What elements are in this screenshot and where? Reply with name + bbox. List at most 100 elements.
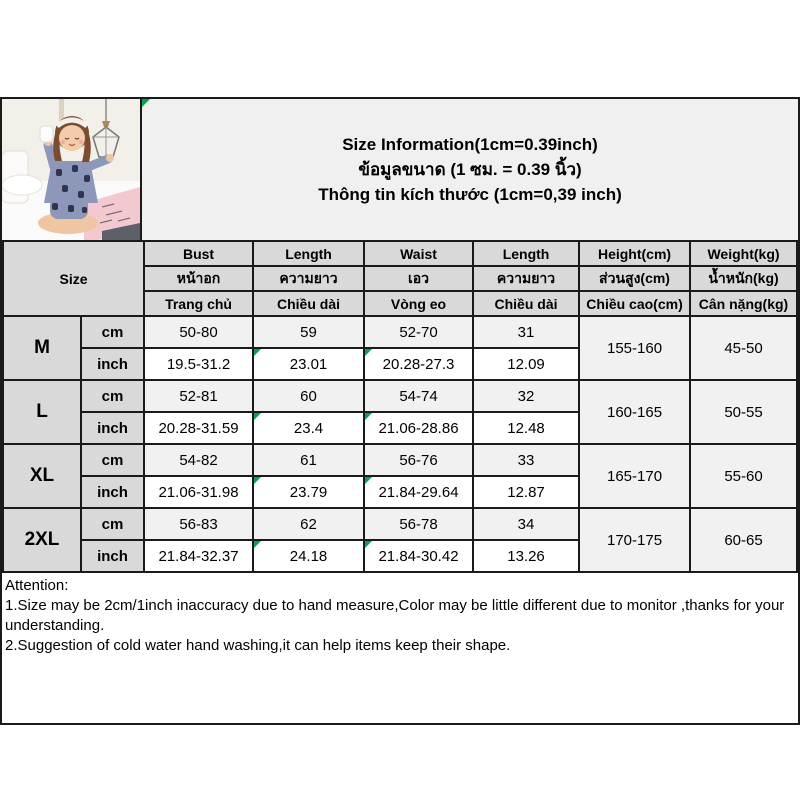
l-waist-cm: 54-74 [363,379,475,413]
2xl-weight: 60-65 [689,507,798,573]
l-length2-inch: 12.48 [472,411,581,445]
attention-line-2: 2.Suggestion of cold water hand washing,… [5,637,511,654]
l-length2-cm: 32 [472,379,581,413]
unit-inch: inch [79,475,146,509]
size-info-title: Size Information(1cm=0.39inch) ข้อมูลขนา… [142,99,798,240]
table-row: M cm 50-80 59 52-70 31 155-160 45-50 [2,315,798,381]
xl-waist-inch: 21.84-29.64 [363,475,475,509]
unit-cm: cm [79,507,146,541]
2xl-height: 170-175 [578,507,692,573]
cell-flag-icon [366,350,373,356]
m-waist-inch: 20.28-27.3 [363,347,475,381]
size-label-m: M [2,315,82,381]
title-thai: ข้อมูลขนาด (1 ซม. = 0.39 นิ้ว) [358,159,582,179]
header-length2-vi: Chiều dài [472,290,581,317]
table-row: inch 19.5-31.2 23.01 20.28-27.3 12.09 [3,347,797,381]
attention-note: Attention: 1.Size may be 2cm/1inch inacc… [2,573,798,723]
size-label-xl: XL [2,443,82,509]
product-photo [2,99,142,240]
header-bust-th: หน้าอก [143,265,255,292]
headband [55,117,89,129]
header-height-en: Height(cm) [578,240,692,267]
2xl-length-cm: 62 [252,507,366,541]
cell-flag-icon [366,478,373,484]
header-row-vietnamese: Trang chủ Chiều dài Vòng eo Chiều dài Ch… [3,290,798,317]
l-weight: 50-55 [689,379,798,445]
pillow [2,174,43,196]
unit-cm: cm [79,379,146,413]
table-row: inch 20.28-31.59 23.4 21.06-28.86 12.48 [3,411,797,445]
m-weight: 45-50 [689,315,798,381]
header-length-vi: Chiều dài [252,290,366,317]
m-height: 155-160 [578,315,692,381]
xl-height: 165-170 [578,443,692,509]
header-weight-en: Weight(kg) [689,240,798,267]
m-bust-cm: 50-80 [143,315,255,349]
header-waist-vi: Vòng eo [363,290,475,317]
top-row: Size Information(1cm=0.39inch) ข้อมูลขนา… [2,99,798,240]
xl-weight: 55-60 [689,443,798,509]
cell-flag-icon [366,414,373,420]
2xl-length-inch: 24.18 [252,539,366,573]
table-row: inch 21.06-31.98 23.79 21.84-29.64 12.87 [3,475,797,509]
table-row: XL cm 54-82 61 56-76 33 165-170 55-60 [2,443,798,509]
header-bust-en: Bust [143,240,255,267]
2xl-bust-inch: 21.84-32.37 [143,539,255,573]
product-photo-illustration [2,99,140,240]
header-row-english: Size Bust Length Waist Length Height(cm)… [1,240,798,317]
table-row: 2XL cm 56-83 62 56-78 34 170-175 60-65 [2,507,798,573]
xl-length-cm: 61 [252,443,366,477]
size-corner-label: Size [1,240,146,317]
header-weight-th: น้ำหนัก(kg) [689,265,798,292]
header-height-vi: Chiều cao(cm) [578,290,692,317]
2xl-waist-cm: 56-78 [363,507,475,541]
2xl-bust-cm: 56-83 [143,507,255,541]
l-length-inch: 23.4 [252,411,366,445]
header-height-th: ส่วนสูง(cm) [578,265,692,292]
unit-inch: inch [79,539,146,573]
m-length2-inch: 12.09 [472,347,581,381]
xl-waist-cm: 56-76 [363,443,475,477]
header-length-en: Length [252,240,366,267]
header-length2-th: ความยาว [472,265,581,292]
xl-length2-cm: 33 [472,443,581,477]
cell-flag-icon [255,478,262,484]
model-figure [38,116,114,234]
unit-inch: inch [79,347,146,381]
m-length2-cm: 31 [472,315,581,349]
size-table: Size Bust Length Waist Length Height(cm)… [1,240,798,573]
xl-bust-cm: 54-82 [143,443,255,477]
cell-flag-icon [255,350,262,356]
size-label-l: L [2,379,82,445]
m-length-inch: 23.01 [252,347,366,381]
title-vietnamese: Thông tin kích thước (1cm=0,39 inch) [318,184,622,204]
cup [39,125,54,143]
cell-flag-icon [255,414,262,420]
l-length-cm: 60 [252,379,366,413]
l-bust-cm: 52-81 [143,379,255,413]
xl-length-inch: 23.79 [252,475,366,509]
header-bust-vi: Trang chủ [143,290,255,317]
size-label-2xl: 2XL [2,507,82,573]
header-weight-vi: Cân nặng(kg) [689,290,798,317]
cell-flag-icon [255,542,262,548]
unit-cm: cm [79,443,146,477]
2xl-length2-cm: 34 [472,507,581,541]
m-bust-inch: 19.5-31.2 [143,347,255,381]
header-waist-th: เอว [363,265,475,292]
pajama-print [52,165,90,213]
content-frame: Size Information(1cm=0.39inch) ข้อมูลขนา… [0,97,800,725]
xl-bust-inch: 21.06-31.98 [143,475,255,509]
m-length-cm: 59 [252,315,366,349]
table-row: L cm 52-81 60 54-74 32 160-165 50-55 [2,379,798,445]
header-length-th: ความยาว [252,265,366,292]
unit-cm: cm [79,315,146,349]
l-waist-inch: 21.06-28.86 [363,411,475,445]
title-english: Size Information(1cm=0.39inch) [342,134,598,154]
l-height: 160-165 [578,379,692,445]
header-row-thai: หน้าอก ความยาว เอว ความยาว ส่วนสูง(cm) น… [3,265,798,292]
unit-inch: inch [79,411,146,445]
2xl-length2-inch: 13.26 [472,539,581,573]
2xl-waist-inch: 21.84-30.42 [363,539,475,573]
